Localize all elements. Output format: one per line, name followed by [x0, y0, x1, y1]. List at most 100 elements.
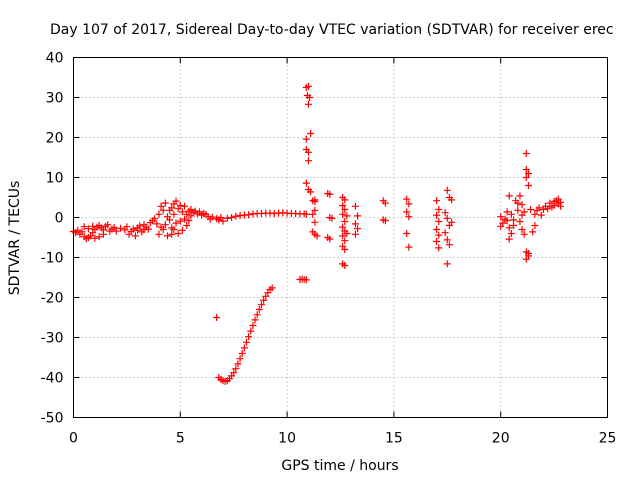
data-point	[516, 192, 524, 200]
data-point	[435, 231, 443, 239]
data-point	[505, 224, 513, 232]
data-point	[524, 170, 532, 177]
data-point	[518, 226, 526, 233]
y-tick-label: -40	[41, 371, 64, 387]
data-point	[307, 130, 315, 137]
data-point	[251, 316, 259, 324]
y-tick-label: 10	[46, 171, 64, 187]
data-point	[443, 236, 451, 244]
data-point	[522, 166, 530, 173]
y-tick-label: 30	[46, 91, 64, 107]
data-point	[74, 226, 82, 234]
data-point	[255, 306, 263, 313]
data-point	[213, 314, 221, 321]
data-point	[510, 216, 518, 224]
data-point	[507, 230, 515, 237]
data-point	[219, 217, 227, 225]
data-point	[168, 204, 176, 212]
data-point	[183, 222, 191, 229]
data-point	[341, 246, 349, 253]
data-point	[527, 206, 535, 213]
data-point	[354, 212, 362, 220]
data-point	[405, 200, 413, 208]
data-point	[516, 218, 524, 225]
data-point	[522, 255, 530, 263]
data-point	[503, 217, 511, 225]
data-point	[351, 220, 359, 228]
data-point	[520, 208, 528, 216]
data-point	[181, 202, 189, 210]
data-point	[503, 208, 511, 216]
data-point	[208, 213, 216, 221]
data-point	[131, 232, 139, 240]
y-tick-label: 0	[55, 211, 64, 227]
data-point	[302, 276, 310, 284]
data-point	[435, 244, 443, 252]
data-point	[178, 208, 186, 216]
x-tick-labels: 0 5 10 15 20 25	[69, 431, 616, 447]
data-point	[405, 213, 413, 221]
y-tick-label: -50	[41, 411, 64, 427]
data-point	[230, 369, 238, 377]
data-point	[441, 209, 449, 217]
data-point	[304, 157, 312, 165]
data-point	[445, 241, 453, 249]
y-tick-labels: -50 -40 -30 -20 -10 0 10 20 30 40	[41, 51, 64, 427]
data-point	[176, 217, 184, 225]
data-point	[110, 224, 118, 231]
data-point	[159, 226, 167, 233]
data-point	[351, 202, 359, 210]
data-point	[232, 365, 240, 373]
data-point	[341, 237, 349, 245]
data-point	[176, 202, 184, 209]
data-point	[260, 296, 268, 304]
y-axis-label: SDTVAR / TECUs	[7, 181, 23, 296]
data-point	[134, 224, 142, 232]
data-point	[433, 238, 441, 245]
data-point	[405, 243, 413, 251]
data-point	[257, 301, 265, 309]
data-point	[123, 223, 131, 231]
data-point	[507, 210, 515, 218]
data-point	[228, 214, 236, 221]
data-point	[170, 210, 178, 218]
data-point	[153, 220, 161, 228]
data-point	[155, 210, 163, 218]
data-point	[354, 225, 362, 233]
x-tick-label: 5	[176, 431, 185, 447]
data-point	[309, 210, 317, 218]
data-point	[435, 206, 443, 213]
data-point	[238, 350, 246, 357]
data-point	[234, 360, 242, 368]
data-point	[166, 216, 174, 224]
data-point	[80, 223, 88, 231]
data-point	[84, 225, 92, 233]
data-point	[223, 214, 231, 222]
data-point	[403, 230, 411, 237]
data-point	[112, 227, 120, 235]
data-point	[89, 222, 97, 230]
data-point	[262, 292, 270, 300]
data-point	[104, 221, 112, 229]
data-point	[443, 186, 451, 194]
data-point	[381, 217, 389, 225]
data-point	[435, 218, 443, 225]
data-point	[339, 232, 347, 240]
data-point	[403, 208, 411, 216]
x-tick-label: 10	[278, 431, 296, 447]
data-point	[170, 226, 178, 233]
y-tick-label: -10	[41, 251, 64, 267]
data-point	[302, 135, 310, 143]
data-point	[306, 94, 314, 101]
x-tick-label: 15	[385, 431, 403, 447]
data-point	[172, 219, 180, 227]
y-tick-label: -30	[41, 331, 64, 347]
data-point	[95, 233, 103, 241]
data-point	[514, 206, 522, 214]
data-point	[304, 100, 312, 108]
data-point	[522, 174, 530, 181]
data-point	[341, 218, 349, 225]
data-point	[403, 195, 411, 203]
data-point	[313, 232, 321, 240]
data-point	[341, 206, 349, 213]
